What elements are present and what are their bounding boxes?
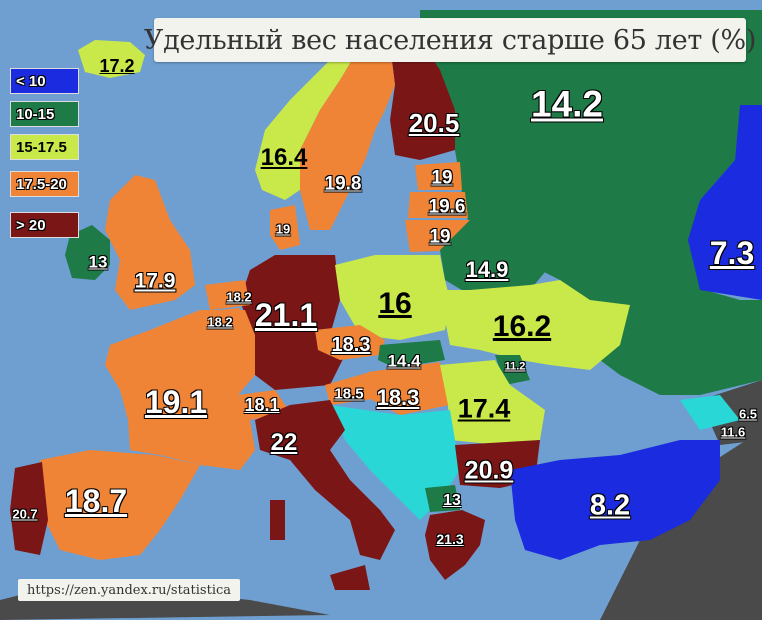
region-finland: [390, 40, 455, 160]
region-estonia: [415, 162, 462, 190]
legend-label: 17.5-20: [16, 175, 67, 193]
region-portugal: [10, 462, 48, 555]
source-link[interactable]: https://zen.yandex.ru/statistica: [26, 582, 232, 598]
label-france: 19.1: [144, 384, 208, 420]
region-ukraine: [445, 280, 630, 370]
legend-label: 10-15: [16, 105, 55, 123]
label-poland: 16: [378, 287, 412, 320]
legend-item-17-5-20: 17.5-20: [10, 171, 79, 197]
label-hungary: 18.3: [376, 385, 420, 410]
label-sweden: 19.8: [324, 173, 362, 195]
map-title: Удельный вес населения старше 65 лет (%): [143, 24, 757, 56]
region-slovakia: [378, 340, 445, 368]
region-sweden: [300, 45, 395, 230]
label-norway: 16.4: [260, 144, 308, 171]
region-spain: [40, 450, 200, 560]
legend-item-lt10: < 10: [10, 68, 79, 94]
source-box: https://zen.yandex.ru/statistica: [18, 579, 240, 601]
legend-item-10-15: 10-15: [10, 101, 79, 127]
label-romania: 17.4: [457, 393, 511, 424]
label-uk: 17.9: [134, 269, 176, 293]
label-switzerland: 18.1: [244, 395, 280, 415]
region-germany: [240, 255, 345, 390]
region-greece: [425, 510, 485, 580]
legend-label: < 10: [16, 72, 46, 90]
label-greece: 21.3: [436, 531, 464, 547]
legend-label: 15-17.5: [16, 138, 67, 156]
label-germany: 21.1: [254, 297, 318, 333]
label-moldova: 11.2: [504, 360, 526, 373]
region-italy: [255, 400, 395, 560]
label-estonia: 19: [431, 167, 453, 189]
label-ukraine: 16.2: [492, 310, 552, 343]
region-czechia: [315, 325, 385, 360]
region-france: [105, 310, 255, 470]
region-iceland: [78, 40, 145, 78]
region-north-macedonia: [425, 485, 460, 512]
region-poland: [335, 255, 450, 340]
label-kazakhstan: 7.3: [709, 235, 755, 271]
label-luxembourg: 18.2: [207, 314, 233, 330]
label-italy: 22: [270, 429, 298, 456]
region-denmark: [270, 205, 300, 250]
label-austria: 18.5: [334, 385, 364, 403]
label-czechia: 18.3: [331, 334, 371, 356]
region-latvia: [408, 192, 468, 218]
label-bulgaria: 20.9: [464, 456, 514, 485]
label-belgium: 18.2: [226, 289, 252, 305]
region-russia: [420, 10, 762, 395]
label-georgia: 6.5: [738, 406, 758, 422]
region-sardinia: [270, 500, 285, 540]
label-finland: 20.5: [408, 108, 460, 138]
region-uk: [105, 175, 195, 310]
label-north-macedonia: 13: [443, 492, 461, 509]
label-russia: 14.2: [530, 83, 604, 125]
label-armenia: 11.6: [720, 424, 746, 440]
label-turkey: 8.2: [589, 489, 631, 522]
label-denmark: 19: [275, 221, 291, 237]
region-turkey: [510, 440, 720, 560]
legend-label: > 20: [16, 216, 46, 234]
legend-item-15-17-5: 15-17.5: [10, 134, 79, 160]
legend-item-gt20: > 20: [10, 212, 79, 238]
region-romania: [440, 360, 545, 445]
label-belarus: 14.9: [465, 257, 509, 282]
region-sicily: [330, 565, 370, 590]
region-hungary: [368, 362, 450, 415]
label-latvia: 19.6: [428, 196, 466, 218]
label-slovakia: 14.4: [387, 351, 421, 371]
label-portugal: 20.7: [12, 506, 38, 522]
label-spain: 18.7: [64, 483, 128, 519]
label-ireland: 13: [88, 252, 108, 272]
region-austria: [325, 372, 380, 405]
region-ireland: [65, 225, 110, 280]
label-iceland: 17.2: [99, 56, 135, 76]
region-armenia: [680, 395, 740, 430]
middle-east-region: [600, 430, 762, 620]
region-norway: [255, 55, 355, 200]
region-kazakhstan: [688, 105, 762, 300]
label-lithuania: 19: [429, 226, 451, 248]
region-belarus: [440, 220, 545, 295]
region-belgium: [205, 280, 250, 310]
map-title-box: Удельный вес населения старше 65 лет (%): [144, 18, 756, 62]
